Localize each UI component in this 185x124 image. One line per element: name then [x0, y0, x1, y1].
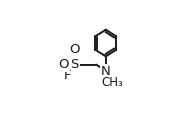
Text: O: O [58, 58, 69, 71]
Text: N: N [101, 65, 111, 78]
Text: O: O [69, 43, 80, 56]
Text: CH₃: CH₃ [102, 76, 123, 89]
Text: F: F [64, 69, 71, 82]
Text: S: S [70, 58, 78, 71]
